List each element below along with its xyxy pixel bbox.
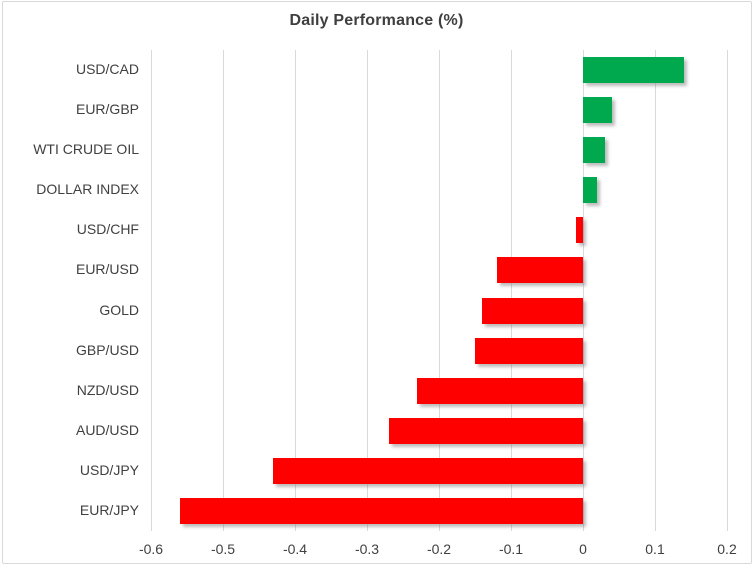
- category-label-usd-cad: USD/CAD: [75, 61, 139, 77]
- category-label-gold: GOLD: [99, 302, 139, 318]
- bar-aud-usd: [389, 418, 583, 444]
- gridline-0-2: [727, 50, 728, 531]
- category-label-aud-usd: AUD/USD: [75, 422, 139, 438]
- bar-wti-crude-oil: [583, 137, 605, 163]
- category-label-dollar-index: DOLLAR INDEX: [36, 181, 139, 197]
- x-tick-label--0-2: -0.2: [426, 541, 452, 557]
- bar-eur-jpy: [180, 498, 583, 524]
- gridline--0-3: [367, 50, 368, 531]
- x-tick-label-0-1: 0.1: [645, 541, 665, 557]
- category-label-eur-jpy: EUR/JPY: [79, 502, 139, 518]
- bar-usd-jpy: [273, 458, 583, 484]
- bar-gbp-usd: [475, 338, 583, 364]
- gridline-0-1: [655, 50, 656, 531]
- category-label-usd-jpy: USD/JPY: [79, 462, 139, 478]
- x-tick-label--0-4: -0.4: [282, 541, 308, 557]
- bar-nzd-usd: [417, 378, 583, 404]
- bar-usd-cad: [583, 57, 684, 83]
- x-tick-label--0-1: -0.1: [498, 541, 524, 557]
- gridline--0-1: [511, 50, 512, 531]
- gridline--0-5: [223, 50, 224, 531]
- x-tick-label-0: 0: [579, 541, 587, 557]
- category-label-gbp-usd: GBP/USD: [75, 342, 139, 358]
- gridline-0: [583, 50, 584, 531]
- x-tick-label-0-2: 0.2: [717, 541, 737, 557]
- x-tick-label--0-3: -0.3: [354, 541, 380, 557]
- gridline--0-2: [439, 50, 440, 531]
- x-tick-label--0-5: -0.5: [210, 541, 236, 557]
- category-label-wti-crude-oil: WTI CRUDE OIL: [33, 141, 139, 157]
- chart-title: Daily Performance (%): [289, 12, 464, 29]
- bar-eur-usd: [497, 257, 583, 283]
- bar-dollar-index: [583, 177, 597, 203]
- category-label-nzd-usd: NZD/USD: [76, 382, 139, 398]
- bar-usd-chf: [576, 217, 583, 243]
- bar-gold: [482, 298, 583, 324]
- x-tick-label--0-6: -0.6: [138, 541, 164, 557]
- category-label-eur-gbp: EUR/GBP: [75, 101, 139, 117]
- category-label-usd-chf: USD/CHF: [76, 221, 139, 237]
- gridline--0-4: [295, 50, 296, 531]
- bar-eur-gbp: [583, 97, 612, 123]
- gridline--0-6: [151, 50, 152, 531]
- category-label-eur-usd: EUR/USD: [75, 261, 139, 277]
